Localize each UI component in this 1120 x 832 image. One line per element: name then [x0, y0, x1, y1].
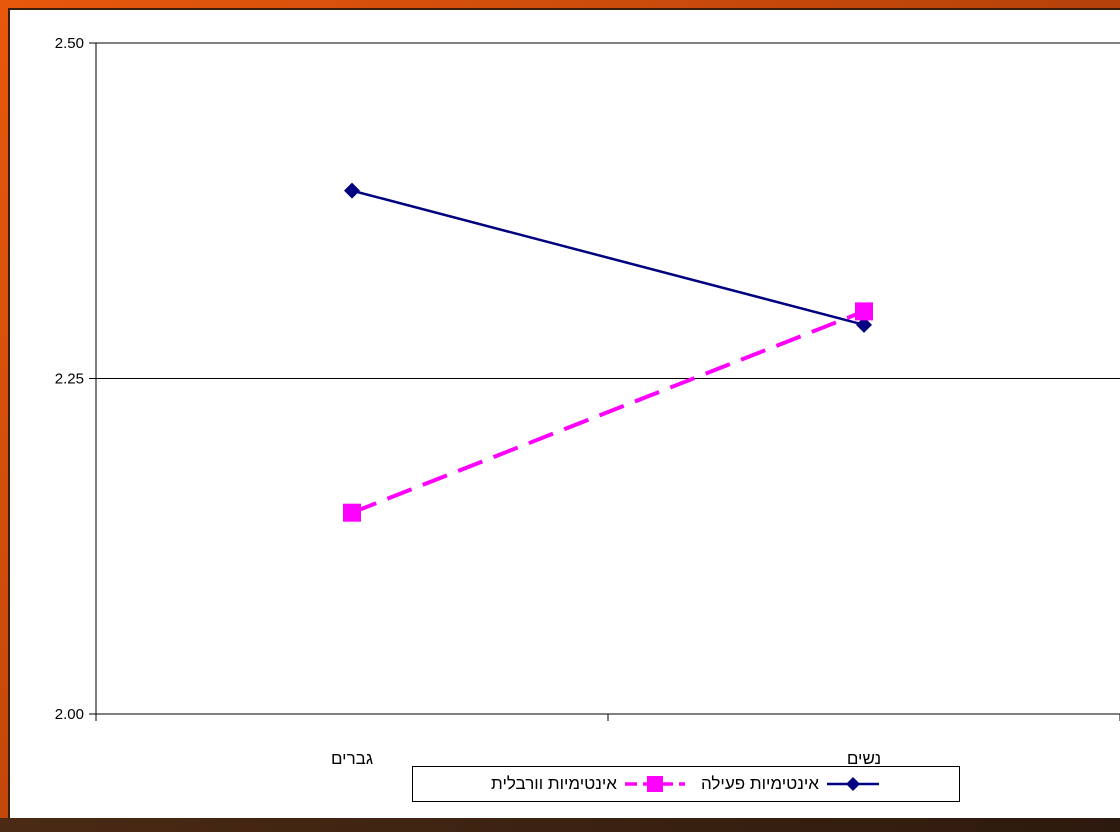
data-point-series-2-1 [855, 302, 873, 321]
series-line-1 [351, 189, 865, 327]
legend-swatch-diamond-icon [826, 777, 879, 791]
x-tick-label-1: נשים [847, 749, 881, 768]
chart-panel [10, 10, 1120, 818]
y-tick-label-2: 2.50 [55, 35, 84, 52]
legend-label-series-2: אינטימיות וורבלית [491, 774, 617, 793]
series-line-2 [351, 309, 865, 515]
chart-legend: אינטימיות פעילה אינטימיות וורבלית [412, 766, 960, 802]
legend-entry-series-1: אינטימיות פעילה [701, 774, 881, 794]
legend-entry-series-2: אינטימיות וורבלית [491, 774, 687, 794]
data-point-series-1-1 [856, 316, 872, 333]
y-tick-label-0: 2.00 [55, 706, 84, 723]
data-point-series-1-0 [344, 182, 360, 199]
x-tick-label-0: גברים [331, 749, 373, 768]
legend-label-series-1: אינטימיות פעילה [700, 774, 819, 793]
frame-bottom-band [0, 818, 1120, 832]
y-tick-label-1: 2.25 [55, 371, 84, 388]
legend-swatch-square-icon [624, 776, 685, 792]
data-point-series-2-0 [343, 503, 361, 522]
